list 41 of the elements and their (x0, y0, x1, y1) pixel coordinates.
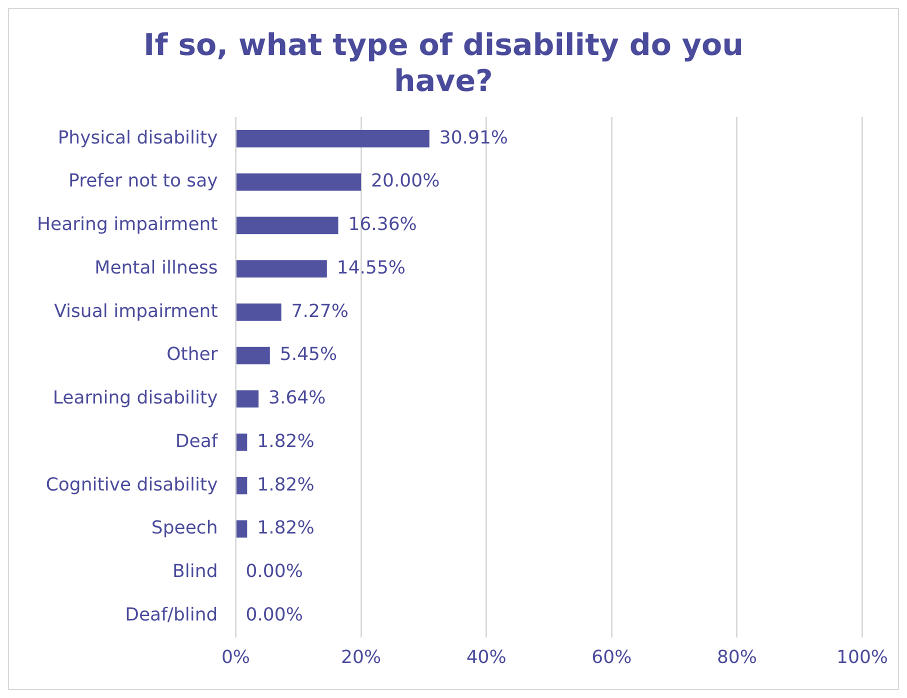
y-tick-label: Physical disability (58, 127, 218, 148)
x-tick-label: 80% (716, 646, 757, 668)
y-tick-label: Deaf (175, 430, 218, 452)
y-tick-label: Mental illness (94, 257, 218, 278)
bar (236, 520, 248, 538)
bar (236, 173, 362, 191)
y-tick-label: Other (166, 344, 218, 366)
x-tick-label: 40% (466, 646, 506, 668)
x-tick-label: 0% (221, 646, 250, 668)
bar (236, 346, 270, 364)
chart-title: If so, what type of disability do you have? (144, 28, 744, 99)
y-tick-label: Learning disability (52, 388, 218, 409)
x-tick-label: 100% (836, 646, 888, 668)
data-label: 14.55% (336, 257, 406, 278)
bar (236, 216, 338, 234)
y-tick-label: Visual impairment (54, 300, 218, 322)
data-label: 16.36% (348, 214, 417, 236)
y-tick-label: Speech (151, 518, 218, 539)
y-tick-label: Hearing impairment (36, 214, 218, 236)
bar (236, 434, 248, 451)
data-label: 1.82% (257, 430, 314, 452)
data-label: 0.00% (246, 604, 303, 626)
bar (236, 476, 248, 494)
y-tick-label: Cognitive disability (46, 474, 218, 496)
data-label: 20.00% (371, 170, 440, 192)
data-label: 7.27% (291, 300, 348, 322)
x-tick-label: 60% (592, 646, 632, 668)
data-label: 30.91% (439, 127, 508, 148)
bar (236, 303, 282, 321)
x-tick-label: 20% (341, 646, 382, 668)
data-label: 1.82% (257, 518, 314, 539)
data-label: 0.00% (246, 561, 303, 582)
bar (236, 390, 259, 408)
y-tick-label: Prefer not to say (68, 170, 218, 192)
data-label: 5.45% (280, 344, 338, 366)
y-tick-label: Blind (172, 561, 218, 582)
y-tick-label: Deaf/blind (125, 604, 218, 626)
data-label: 3.64% (268, 388, 326, 409)
bar (236, 130, 430, 148)
bar (236, 260, 327, 278)
data-label: 1.82% (257, 474, 314, 496)
